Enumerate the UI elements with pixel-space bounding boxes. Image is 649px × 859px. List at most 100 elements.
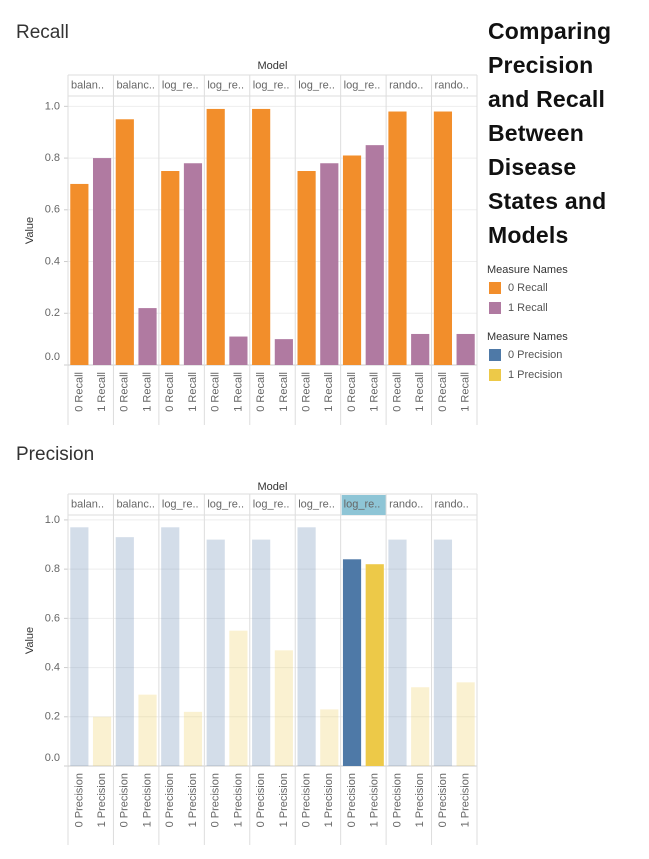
y-tick-label: 0.0	[45, 351, 60, 363]
bar	[365, 564, 384, 766]
x-tick-label: 1 Precision	[278, 773, 290, 827]
facet-header: rando..	[435, 79, 469, 91]
legend-entry: 1 Recall	[508, 302, 548, 314]
facet-header: log_re..	[253, 79, 290, 91]
bar	[388, 111, 407, 366]
x-tick-label: 0 Recall	[391, 372, 403, 412]
bar	[456, 682, 475, 766]
facet-header: rando..	[389, 498, 423, 510]
bar	[411, 687, 430, 766]
x-tick-label: 0 Precision	[73, 773, 85, 827]
y-tick-label: 0.2	[45, 711, 60, 723]
x-tick-label: 1 Precision	[141, 773, 153, 827]
facet-label: Model	[258, 60, 288, 72]
x-tick-label: 1 Recall	[232, 372, 244, 412]
bar	[297, 527, 316, 766]
legend-entry: 0 Recall	[508, 282, 548, 294]
x-tick-label: 0 Recall	[119, 372, 131, 412]
x-tick-label: 0 Precision	[346, 773, 358, 827]
y-axis-label: Value	[24, 627, 36, 654]
x-tick-label: 0 Recall	[255, 372, 267, 412]
bar	[365, 145, 384, 365]
bar	[115, 537, 134, 766]
bar	[320, 709, 339, 766]
x-tick-label: 0 Recall	[73, 372, 85, 412]
bar	[92, 716, 112, 766]
facet-header: log_re..	[207, 498, 244, 510]
bar	[388, 539, 407, 766]
facet-header: log_re..	[298, 79, 335, 91]
y-tick-label: 0.8	[45, 563, 60, 575]
facet-header: log_re..	[162, 498, 199, 510]
bar	[70, 527, 89, 766]
bar	[433, 539, 453, 766]
facet-header: balanc..	[116, 498, 155, 510]
y-tick-label: 0.8	[45, 152, 60, 164]
bar	[92, 158, 112, 365]
facet-header: balan..	[71, 498, 104, 510]
y-tick-label: 0.0	[45, 752, 60, 764]
y-tick-label: 0.6	[45, 612, 60, 624]
facet-header: balan..	[71, 79, 104, 91]
chart-title: Precision	[16, 444, 94, 465]
x-tick-label: 0 Recall	[300, 372, 312, 412]
x-tick-label: 1 Precision	[96, 773, 108, 827]
legend-swatch	[489, 349, 501, 361]
y-axis-label: Value	[24, 217, 36, 244]
x-tick-label: 1 Recall	[187, 372, 199, 412]
facet-header: log_re..	[162, 79, 199, 91]
bar	[433, 111, 453, 366]
bar	[229, 336, 248, 365]
facet-header: log_re..	[298, 498, 335, 510]
dashboard-title: Comparing Precision and Recall Between D…	[488, 18, 612, 248]
legend-swatch	[489, 369, 501, 381]
x-tick-label: 0 Precision	[119, 773, 131, 827]
facet-header: rando..	[435, 498, 469, 510]
chart-title: Recall	[16, 22, 69, 43]
x-tick-label: 1 Recall	[460, 372, 472, 412]
legend-entry: 1 Precision	[508, 369, 562, 381]
legend-entry: 0 Precision	[508, 349, 562, 361]
bar	[138, 694, 157, 766]
x-tick-label: 1 Precision	[187, 773, 199, 827]
x-tick-label: 1 Precision	[323, 773, 335, 827]
facet-header: log_re..	[344, 79, 381, 91]
bar	[411, 333, 430, 365]
legend-swatch	[489, 302, 501, 314]
x-tick-label: 0 Precision	[391, 773, 403, 827]
x-tick-label: 0 Recall	[437, 372, 449, 412]
y-tick-label: 0.4	[45, 255, 60, 267]
x-tick-label: 1 Recall	[96, 372, 108, 412]
bar	[183, 163, 203, 365]
bar	[161, 527, 180, 766]
x-tick-label: 0 Recall	[164, 372, 176, 412]
x-tick-label: 1 Precision	[232, 773, 244, 827]
legend-swatch	[489, 282, 501, 294]
x-tick-label: 1 Precision	[460, 773, 472, 827]
bar	[206, 108, 225, 366]
legend-title: Measure Names	[487, 264, 568, 276]
bar	[274, 339, 293, 365]
x-tick-label: 1 Recall	[141, 372, 153, 412]
bar	[161, 171, 180, 365]
x-tick-label: 1 Recall	[369, 372, 381, 412]
facet-header: balanc..	[116, 79, 155, 91]
y-tick-label: 1.0	[45, 514, 60, 526]
x-tick-label: 1 Recall	[414, 372, 426, 412]
y-tick-label: 0.6	[45, 204, 60, 216]
bar	[274, 650, 293, 766]
x-tick-label: 1 Recall	[323, 372, 335, 412]
bar	[252, 539, 271, 766]
header-highlight	[341, 495, 387, 515]
x-tick-label: 1 Recall	[278, 372, 290, 412]
bar	[183, 711, 203, 766]
bar	[252, 108, 271, 366]
x-tick-label: 1 Precision	[414, 773, 426, 827]
x-tick-label: 0 Recall	[210, 372, 222, 412]
bar	[138, 308, 157, 365]
facet-label: Model	[258, 481, 288, 493]
y-tick-label: 0.4	[45, 661, 60, 673]
x-tick-label: 1 Precision	[369, 773, 381, 827]
facet-header: rando..	[389, 79, 423, 91]
